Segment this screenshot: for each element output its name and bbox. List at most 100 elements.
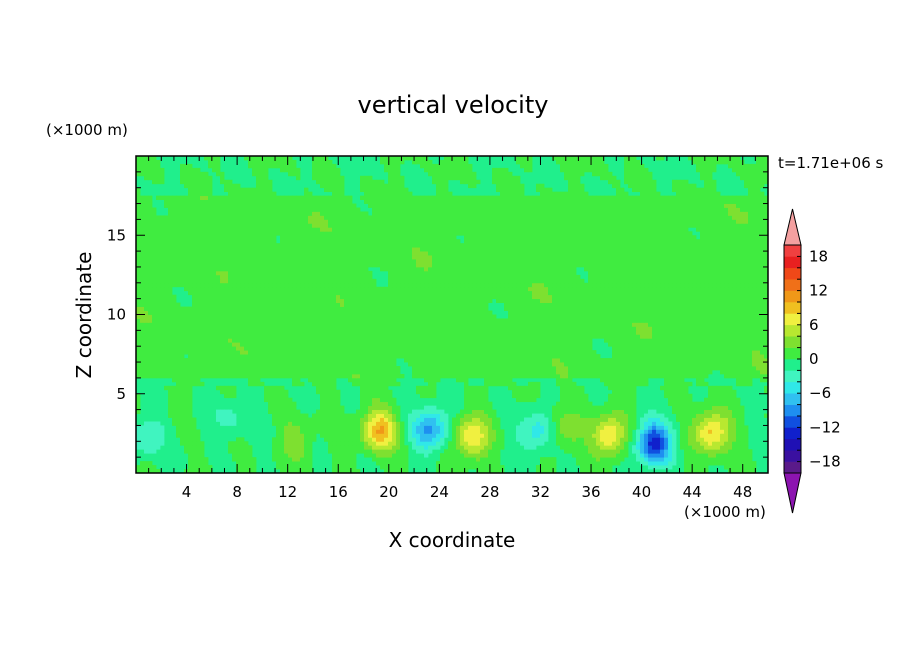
field-cell (628, 366, 633, 371)
field-cell (580, 310, 585, 315)
field-cell (476, 409, 481, 414)
field-cell (684, 354, 689, 359)
field-cell (656, 358, 661, 363)
field-cell (480, 397, 485, 403)
field-cell (540, 350, 545, 355)
field-cell (300, 314, 305, 319)
field-cell (280, 354, 285, 359)
field-cell (144, 425, 149, 430)
field-cell (608, 413, 613, 418)
field-cell (328, 342, 333, 347)
field-cell (428, 377, 433, 383)
field-cell (540, 461, 545, 466)
field-cell (376, 445, 381, 450)
field-cell (728, 437, 733, 442)
field-cell (700, 449, 705, 454)
field-cell (464, 397, 469, 403)
field-cell (460, 338, 465, 343)
field-cell (656, 413, 661, 418)
field-cell (720, 369, 725, 375)
field-cell (504, 350, 509, 355)
field-cell (404, 453, 409, 458)
field-cell (204, 326, 209, 331)
field-cell (176, 397, 181, 403)
field-cell (304, 322, 309, 327)
field-cell (544, 362, 549, 367)
field-cell (580, 461, 585, 466)
field-cell (716, 421, 721, 426)
field-cell (716, 338, 721, 343)
field-cell (640, 346, 645, 351)
field-cell (372, 457, 377, 462)
field-cell (628, 377, 633, 383)
field-cell (684, 350, 689, 355)
field-cell (724, 453, 729, 458)
field-cell (536, 369, 541, 375)
field-cell (420, 437, 425, 442)
field-cell (660, 362, 665, 367)
field-cell (632, 346, 637, 351)
field-cell (284, 366, 289, 371)
field-cell (396, 322, 401, 327)
field-cell (476, 417, 481, 422)
field-cell (528, 393, 533, 399)
field-cell (176, 377, 181, 383)
field-cell (432, 445, 437, 450)
field-cell (764, 342, 769, 347)
field-cell (560, 362, 565, 367)
field-cell (624, 342, 629, 347)
field-cell (176, 366, 181, 371)
field-cell (612, 350, 617, 355)
field-cell (496, 318, 501, 323)
field-cell (652, 358, 657, 363)
field-cell (380, 314, 385, 319)
field-cell (420, 409, 425, 414)
field-cell (276, 314, 281, 319)
field-cell (612, 437, 617, 442)
field-cell (272, 401, 277, 407)
field-cell (696, 421, 701, 426)
field-cell (384, 445, 389, 450)
field-cell (668, 381, 673, 387)
field-cell (332, 413, 337, 418)
field-cell (352, 425, 357, 430)
field-cell (416, 362, 421, 367)
field-cell (312, 421, 317, 426)
field-cell (440, 373, 445, 379)
field-cell (484, 461, 489, 466)
field-cell (444, 346, 449, 351)
field-cell (676, 358, 681, 363)
field-cell (496, 342, 501, 347)
field-cell (632, 377, 637, 383)
field-cell (260, 354, 265, 359)
field-cell (424, 318, 429, 323)
field-cell (352, 421, 357, 426)
field-cell (452, 338, 457, 343)
field-cell (324, 433, 329, 438)
field-cell (464, 389, 469, 395)
field-cell (756, 326, 761, 331)
field-cell (612, 425, 617, 430)
field-cell (760, 334, 765, 339)
field-cell (700, 366, 705, 371)
field-cell (140, 338, 145, 343)
field-cell (420, 421, 425, 426)
field-cell (220, 342, 225, 347)
field-cell (232, 362, 237, 367)
field-cell (588, 326, 593, 331)
field-cell (628, 326, 633, 331)
field-cell (516, 334, 521, 339)
field-cell (192, 342, 197, 347)
field-cell (484, 358, 489, 363)
field-cell (620, 362, 625, 367)
field-cell (232, 373, 237, 379)
field-cell (208, 373, 213, 379)
field-cell (388, 338, 393, 343)
field-cell (148, 342, 153, 347)
field-cell (188, 389, 193, 395)
field-cell (244, 369, 249, 375)
field-cell (368, 429, 373, 434)
field-cell (488, 318, 493, 323)
field-cell (276, 338, 281, 343)
field-cell (364, 346, 369, 351)
